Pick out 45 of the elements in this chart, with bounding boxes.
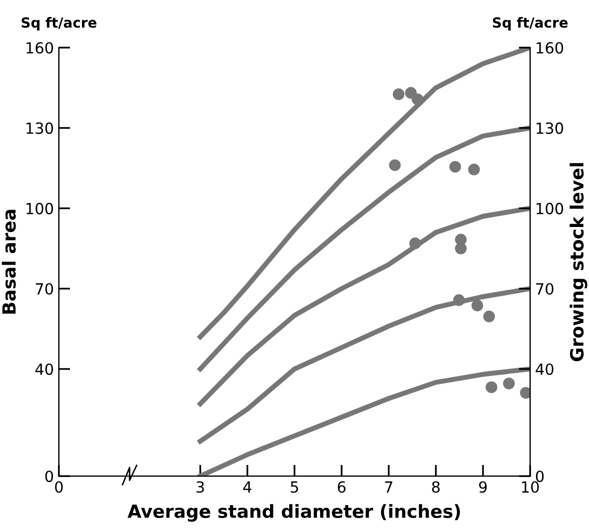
point <box>453 294 465 306</box>
x-tick-label: 9 <box>479 481 487 493</box>
y2-tick-label: 100 <box>536 202 564 214</box>
x-tick-label: 6 <box>338 481 346 493</box>
point <box>483 310 495 322</box>
point <box>454 242 467 254</box>
point <box>468 164 480 176</box>
point <box>409 238 421 250</box>
y-tick-label: 130 <box>26 122 54 134</box>
y-tick-label: 100 <box>26 202 54 214</box>
point <box>392 88 404 100</box>
line-series <box>198 126 530 372</box>
text: Sq ft/acre <box>22 17 96 30</box>
y2-tick-label: 130 <box>536 122 564 134</box>
point <box>405 87 417 99</box>
point <box>520 386 530 399</box>
x-tick-label: 0 <box>55 481 63 493</box>
x-axis-title: Average stand diameter (inches) <box>128 504 460 522</box>
x-tick-label: 7 <box>385 481 392 493</box>
x-tick-label: 5 <box>290 481 298 493</box>
y2-tick-label: 70 <box>536 283 554 295</box>
point <box>389 159 401 172</box>
x-tick-label: 3 <box>196 481 204 493</box>
y-tick-label: 0 <box>45 470 54 482</box>
line-series <box>198 206 530 406</box>
text: Sq ft/acre <box>492 17 568 30</box>
y-tick-label: 40 <box>35 363 54 375</box>
x-tick-label: 10 <box>522 481 539 493</box>
line-series <box>198 48 530 340</box>
y2-tick-label: 0 <box>536 470 544 482</box>
point <box>503 378 515 390</box>
line-series <box>198 366 530 476</box>
x-tick-label: 8 <box>432 481 440 493</box>
point <box>412 93 424 106</box>
line-series <box>198 286 530 444</box>
y-tick-label: 70 <box>36 283 54 295</box>
point <box>486 381 498 394</box>
point <box>449 160 462 173</box>
y2-tick-label: 40 <box>536 363 554 375</box>
point <box>471 300 484 312</box>
y2-axis-title: Growing stock level <box>570 163 588 362</box>
y-tick-label: 160 <box>26 42 54 54</box>
x-tick-label: 4 <box>243 481 252 493</box>
y-axis-title: Basal area <box>2 210 16 314</box>
y2-tick-label: 160 <box>536 42 564 54</box>
